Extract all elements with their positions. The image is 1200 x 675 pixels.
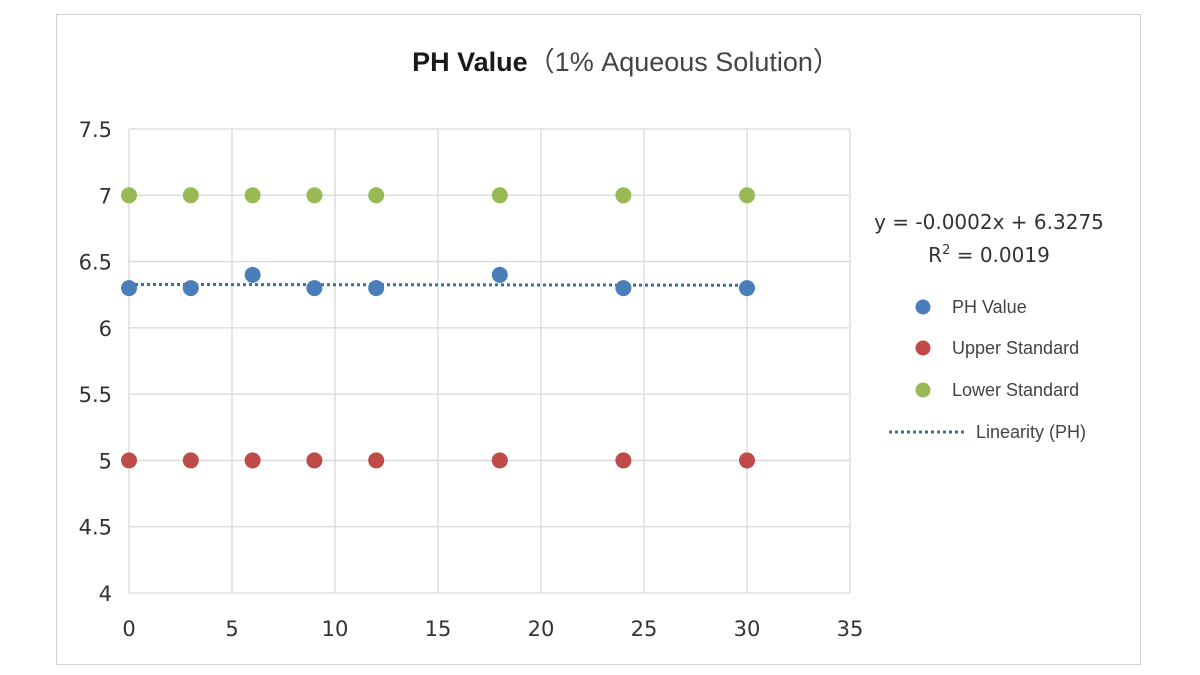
x-tick-label: 10 — [322, 617, 349, 641]
data-point-upper-standard — [615, 452, 632, 469]
point-layer — [121, 187, 755, 469]
legend-marker-ph-value — [915, 299, 931, 315]
trend-layer — [128, 282, 748, 287]
data-point-ph-value — [615, 280, 632, 297]
chart-title: PH Value（1% Aqueous Solution） — [412, 47, 840, 77]
x-tick-label: 30 — [734, 617, 761, 641]
data-point-lower-standard — [121, 187, 137, 204]
x-tick-label: 20 — [528, 617, 555, 641]
data-point-ph-value — [306, 280, 323, 297]
data-point-upper-standard — [182, 452, 199, 469]
data-point-upper-standard — [491, 452, 508, 469]
data-point-lower-standard — [306, 187, 323, 204]
legend-label-ph-value: PH Value — [952, 297, 1027, 317]
x-tick-label: 5 — [225, 617, 238, 641]
data-point-lower-standard — [182, 187, 199, 204]
trendline-r2: R2 = 0.0019 — [928, 243, 1050, 267]
chart-title-sub: （1% Aqueous Solution） — [528, 47, 840, 77]
data-point-ph-value — [368, 280, 385, 297]
data-point-upper-standard — [306, 452, 323, 469]
data-point-ph-value — [491, 266, 508, 283]
legend-marker-upper-standard — [915, 340, 931, 356]
x-tick-layer: 0 5 10 15 20 25 30 35 — [122, 617, 863, 641]
legend-marker-lower-standard — [915, 382, 931, 398]
y-tick-label: 6 — [99, 317, 112, 341]
data-point-ph-value — [121, 280, 137, 297]
y-tick-layer: 4 4.5 5 5.5 6 6.5 7 7.5 — [79, 118, 112, 606]
data-point-ph-value — [739, 280, 755, 297]
data-point-upper-standard — [739, 452, 755, 469]
data-point-lower-standard — [615, 187, 632, 204]
data-point-lower-standard — [739, 187, 755, 204]
y-tick-label: 4 — [99, 582, 112, 606]
trendline — [128, 282, 748, 287]
data-point-ph-value — [244, 266, 261, 283]
legend-label-upper-standard: Upper Standard — [952, 338, 1079, 358]
data-point-upper-standard — [121, 452, 137, 469]
legend: PH Value Upper Standard Lower Standard L… — [889, 297, 1086, 442]
r2-value: = 0.0019 — [950, 243, 1049, 267]
y-tick-label: 5 — [99, 449, 112, 473]
x-tick-label: 15 — [425, 617, 452, 641]
y-tick-label: 6.5 — [79, 251, 112, 275]
r2-label: R — [928, 243, 942, 267]
x-tick-label: 35 — [837, 617, 864, 641]
x-tick-label: 0 — [122, 617, 135, 641]
y-tick-label: 5.5 — [79, 383, 112, 407]
data-point-lower-standard — [491, 187, 508, 204]
chart-frame — [56, 14, 1141, 665]
data-point-ph-value — [182, 280, 199, 297]
trendline-equation: y = -0.0002x + 6.3275 — [874, 210, 1104, 234]
chart-title-main: PH Value — [412, 47, 528, 77]
data-point-upper-standard — [244, 452, 261, 469]
y-tick-label: 7.5 — [79, 118, 112, 142]
r2-superscript: 2 — [942, 243, 950, 258]
x-tick-label: 25 — [631, 617, 658, 641]
y-tick-label: 7 — [99, 184, 112, 208]
grid-layer — [128, 128, 851, 594]
data-point-upper-standard — [368, 452, 385, 469]
y-tick-label: 4.5 — [79, 516, 112, 540]
data-point-lower-standard — [244, 187, 261, 204]
data-point-lower-standard — [368, 187, 385, 204]
legend-label-lower-standard: Lower Standard — [952, 380, 1079, 400]
legend-label-linearity: Linearity (PH) — [976, 422, 1086, 442]
